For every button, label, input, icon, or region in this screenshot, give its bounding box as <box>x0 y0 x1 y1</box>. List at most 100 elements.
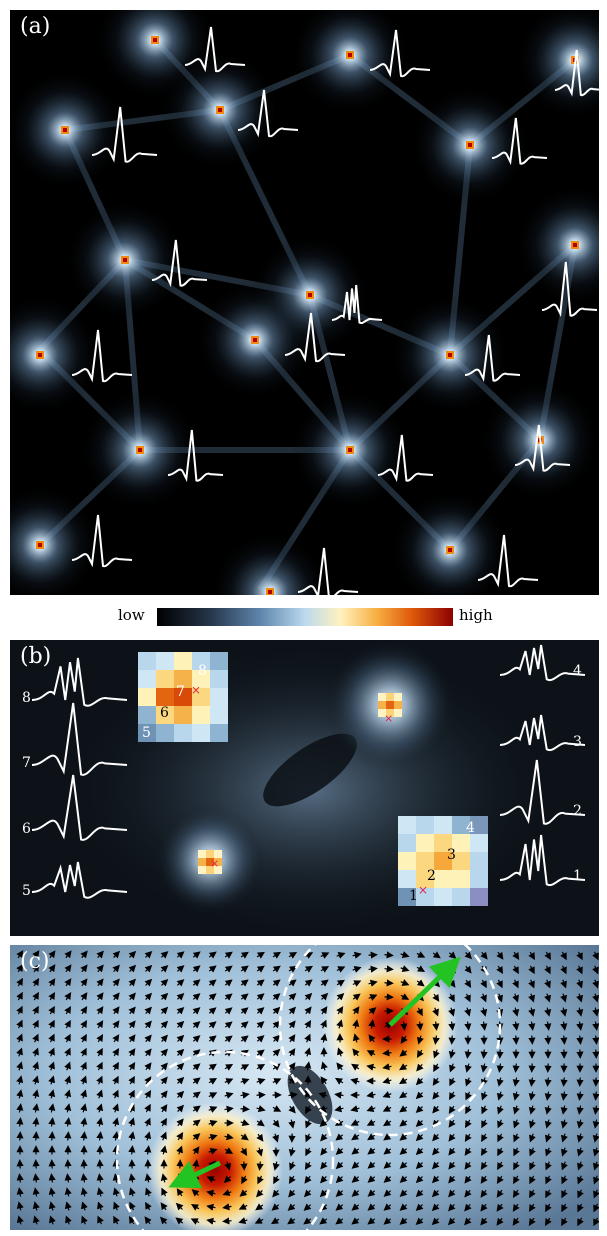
arrow-icon <box>208 1148 218 1155</box>
arrow-icon <box>97 1201 104 1211</box>
waveform-trace <box>167 429 224 483</box>
source-peak-core <box>38 543 42 547</box>
arrow-icon <box>160 1173 168 1183</box>
arrow-icon <box>192 979 201 987</box>
arrow-icon <box>240 965 249 973</box>
arrow-icon <box>432 1161 440 1170</box>
arrow-icon <box>192 1091 201 1099</box>
arrow-icon <box>464 1203 472 1212</box>
waveform-trace <box>464 334 521 383</box>
arrow-icon <box>320 1147 328 1156</box>
arrow-icon <box>432 1021 440 1031</box>
arrow-icon <box>64 1019 71 1029</box>
arrow-icon <box>480 1203 488 1212</box>
arrow-icon <box>560 1035 568 1045</box>
arrow-icon <box>288 1048 296 1057</box>
waveform-trace <box>31 774 128 841</box>
arrow-icon <box>496 1077 504 1087</box>
arrow-icon <box>238 1217 248 1225</box>
inset-label-8: 8 <box>198 663 207 679</box>
waveform-trace <box>499 834 586 887</box>
source-peak-core <box>308 293 312 297</box>
arrow-icon <box>432 993 440 1002</box>
arrow-icon <box>367 1189 376 1197</box>
arrow-icon <box>592 1035 599 1045</box>
arrow-icon <box>81 1215 88 1225</box>
arrow-icon <box>256 1007 265 1015</box>
arrow-icon <box>465 1077 472 1087</box>
arrow-icon <box>32 950 40 959</box>
arrow-icon <box>512 1105 520 1115</box>
arrow-icon <box>145 1187 152 1197</box>
arrow-icon <box>272 1133 280 1143</box>
inset-cell <box>156 706 174 724</box>
arrow-icon <box>206 1203 216 1211</box>
arrow-icon <box>496 979 503 989</box>
arrow-icon <box>335 1189 344 1197</box>
inset-cell <box>452 888 470 906</box>
source-peak-core <box>123 258 127 262</box>
arrow-icon <box>32 1173 40 1183</box>
arrow-icon <box>48 1131 56 1141</box>
arrow-icon <box>576 1021 584 1031</box>
inset-cell <box>192 670 210 688</box>
arrow-icon <box>337 1047 344 1057</box>
arrow-icon <box>112 1187 120 1197</box>
arrow-icon <box>496 951 504 960</box>
arrow-icon <box>16 1047 23 1057</box>
arrow-icon <box>304 1006 312 1015</box>
source-peak-core <box>153 38 157 42</box>
arrow-icon <box>49 1215 56 1225</box>
arrow-icon <box>192 965 201 973</box>
arrow-icon <box>256 1064 266 1071</box>
arrow-icon <box>206 1189 216 1197</box>
arrow-icon <box>576 1147 584 1157</box>
arrow-icon <box>144 1062 152 1071</box>
arrow-icon <box>431 1203 440 1212</box>
arrow-icon <box>96 978 104 987</box>
arrow-icon <box>288 1147 296 1157</box>
arrow-icon <box>528 1105 536 1115</box>
arrow-icon <box>480 1007 488 1017</box>
arrow-icon <box>320 1133 328 1142</box>
arrow-icon <box>112 950 121 959</box>
arrow-icon <box>448 1119 456 1128</box>
arrow-icon <box>399 1147 408 1155</box>
arrow-icon <box>448 1133 456 1142</box>
arrow-icon <box>160 1131 167 1141</box>
arrow-icon <box>497 1161 504 1171</box>
arrow-icon <box>176 1020 185 1029</box>
arrow-icon <box>303 1203 312 1211</box>
arrow-icon <box>512 1063 520 1073</box>
arrow-icon <box>432 1035 440 1045</box>
arrow-icon <box>352 965 362 973</box>
arrow-icon <box>256 1049 265 1057</box>
arrow-icon <box>304 992 313 1001</box>
waveform-trace <box>237 89 299 138</box>
source-glow <box>10 295 100 415</box>
arrow-icon <box>240 1133 249 1141</box>
source-peak-core <box>268 590 272 594</box>
arrow-icon <box>112 1103 119 1113</box>
arrow-icon <box>80 1187 88 1197</box>
arrow-icon <box>561 1161 568 1171</box>
arrow-icon <box>560 979 567 989</box>
panel-b-label: (b) <box>20 644 52 669</box>
source-peak-core <box>348 53 352 57</box>
arrow-icon <box>544 1119 552 1129</box>
inset-cell <box>210 706 228 724</box>
arrow-icon <box>32 1089 40 1099</box>
arrow-icon <box>335 1133 344 1141</box>
source-peak-core <box>448 353 452 357</box>
arrow-icon <box>288 1091 298 1099</box>
panel-c-map <box>10 945 599 1230</box>
arrow-icon <box>496 1063 504 1073</box>
arrow-icon <box>272 951 282 959</box>
arrow-icon <box>192 1077 201 1085</box>
colorbar-gradient <box>157 608 453 626</box>
heat-pixel <box>394 709 402 717</box>
arrow-icon <box>176 979 185 987</box>
panel-c: (c) <box>10 945 599 1230</box>
arrow-icon <box>576 1035 584 1045</box>
arrow-icon <box>32 1117 40 1127</box>
